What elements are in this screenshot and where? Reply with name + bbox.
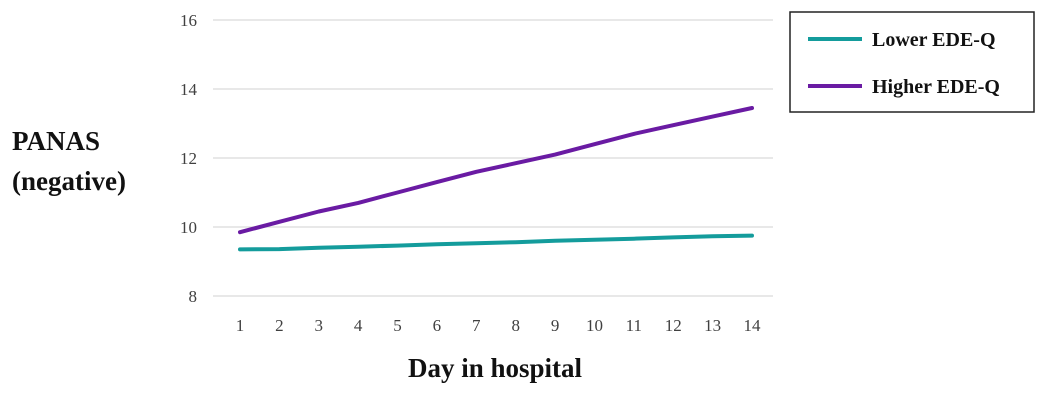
y-tick-labels: 8 10 12 14 16 [180,11,198,306]
legend-label-lower-ede-q: Lower EDE-Q [872,29,996,51]
x-tick-label-12: 12 [665,316,682,335]
y-tick-label-12: 12 [180,149,197,168]
x-tick-label-2: 2 [275,316,284,335]
legend-box [789,11,1035,113]
legend-label-higher-ede-q: Higher EDE-Q [872,76,1000,98]
x-tick-label-1: 1 [236,316,245,335]
series-line-higher-ede-q [238,106,754,235]
x-tick-label-7: 7 [472,316,481,335]
series-line-lower-ede-q [238,233,754,252]
legend: Lower EDE-Q Higher EDE-Q [789,11,1035,113]
x-tick-label-8: 8 [511,316,520,335]
y-tick-label-14: 14 [180,80,198,99]
y-tick-label-16: 16 [180,11,197,30]
x-tick-label-9: 9 [551,316,560,335]
x-tick-label-6: 6 [433,316,442,335]
x-tick-label-11: 11 [626,316,642,335]
x-tick-label-4: 4 [354,316,363,335]
x-tick-label-10: 10 [586,316,603,335]
y-tick-label-10: 10 [180,218,197,237]
gridlines [213,19,773,297]
x-tick-label-3: 3 [315,316,324,335]
y-axis-title-line-2: (negative) [12,166,126,196]
x-tick-label-13: 13 [704,316,721,335]
x-tick-label-14: 14 [744,316,762,335]
x-axis-title: Day in hospital [408,353,583,383]
y-axis-title-line-1: PANAS [12,126,100,156]
series-lines [238,106,754,252]
x-tick-label-5: 5 [393,316,402,335]
y-tick-label-8: 8 [189,287,198,306]
x-tick-labels: 1 2 3 4 5 6 7 8 9 10 11 12 13 14 [236,316,761,335]
